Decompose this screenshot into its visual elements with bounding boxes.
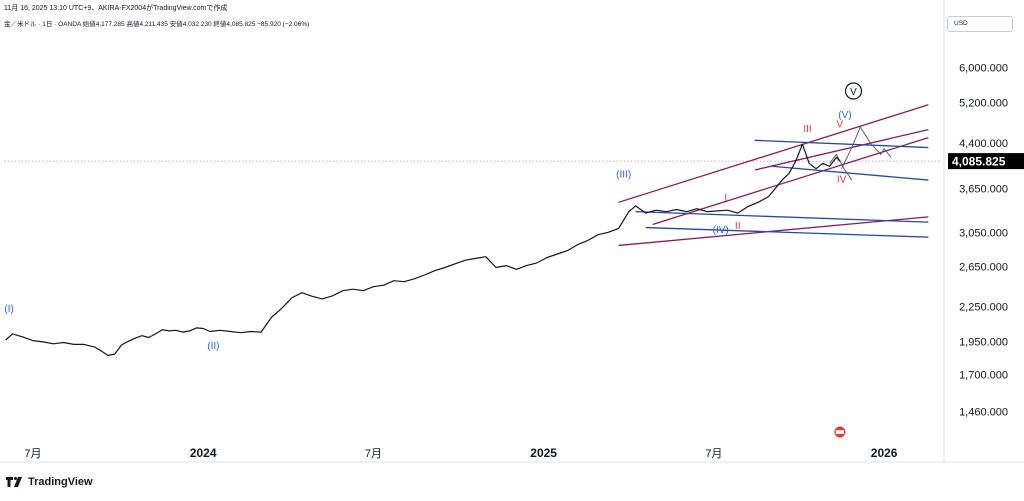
wave-label: V bbox=[850, 87, 857, 98]
channel-line bbox=[635, 211, 929, 223]
wave-label: II bbox=[735, 221, 741, 232]
wave-label: V bbox=[837, 120, 844, 131]
current-price-tag bbox=[948, 153, 1024, 170]
event-flag-stripe bbox=[835, 430, 844, 434]
x-tick-label: 2024 bbox=[190, 446, 217, 460]
channel-line bbox=[771, 165, 929, 181]
wave-label: (II) bbox=[207, 341, 219, 352]
x-tick-label: 2026 bbox=[871, 446, 898, 460]
y-tick-label: 4,400.000 bbox=[959, 138, 1008, 150]
wave-circle bbox=[844, 82, 863, 100]
wave-label: (I) bbox=[4, 304, 13, 315]
grid-layer bbox=[0, 0, 1024, 463]
projection-path bbox=[841, 125, 892, 169]
y-tick-label: 3,050.000 bbox=[959, 227, 1008, 239]
wave-label: (IV) bbox=[713, 225, 729, 236]
y-tick-label: 1,700.000 bbox=[959, 370, 1008, 382]
currency-selector-button[interactable]: USD bbox=[947, 16, 1013, 32]
x-tick-label: 7月 bbox=[365, 448, 382, 460]
channel-line bbox=[754, 139, 929, 149]
price-line bbox=[5, 143, 841, 356]
tradingview-wordmark: TradingView bbox=[28, 476, 93, 488]
tradingview-logo-icon bbox=[6, 477, 22, 487]
x-tick-label: 7月 bbox=[24, 448, 41, 460]
y-tick-label: 2,650.000 bbox=[959, 262, 1008, 274]
y-tick-label: 6,000.000 bbox=[959, 63, 1008, 75]
y-axis: 6,000.000 5,200.000 4,400.000 3,650.000 3,05… bbox=[948, 63, 1024, 419]
wave-label: I bbox=[724, 193, 727, 204]
channel-line bbox=[645, 226, 929, 238]
y-tick-label: 1,460.000 bbox=[959, 407, 1008, 419]
wave-label: (III) bbox=[616, 169, 631, 180]
channel-line bbox=[652, 136, 929, 226]
elliott-channel-lines bbox=[618, 104, 929, 247]
current-price-label: 4,085.825 bbox=[952, 155, 1006, 169]
y-tick-label: 5,200.000 bbox=[959, 97, 1008, 109]
channel-line bbox=[754, 128, 929, 171]
tradingview-brand[interactable]: TradingView bbox=[6, 476, 93, 488]
channel-line bbox=[618, 104, 929, 203]
y-tick-label: 1,950.000 bbox=[959, 336, 1008, 348]
y-tick-label: 2,250.000 bbox=[959, 301, 1008, 313]
channel-line bbox=[618, 216, 929, 247]
chart-created-caption: 11月 16, 2025 13:10 UTC+9、AKIRA-FX2004がTr… bbox=[4, 5, 228, 12]
symbol-ohlc-legend[interactable]: 金／米ドル · 1日 · OANDA 始値4,177.285 高値4,211.4… bbox=[4, 21, 310, 28]
wave-label: III bbox=[803, 124, 811, 135]
x-tick-label: 7月 bbox=[705, 448, 722, 460]
wave-label: (V) bbox=[838, 110, 851, 121]
wave-label: IV bbox=[837, 175, 847, 186]
x-tick-label: 2025 bbox=[530, 446, 557, 460]
x-axis: 7月 2024 7月 2025 7月 2026 bbox=[24, 446, 897, 460]
y-tick-label: 3,650.000 bbox=[959, 184, 1008, 196]
series-layer bbox=[5, 143, 841, 356]
